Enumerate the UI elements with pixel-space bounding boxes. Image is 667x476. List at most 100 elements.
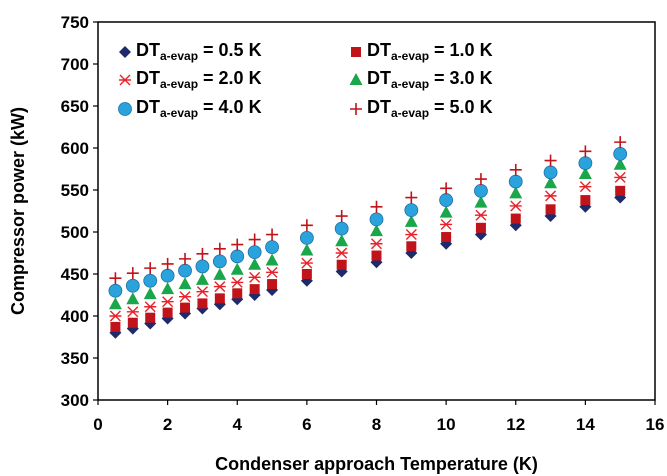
data-point: [143, 273, 158, 288]
x-tick-label: 14: [576, 415, 595, 434]
data-point: [370, 200, 383, 213]
legend-label-main: DT: [136, 40, 160, 60]
data-point: [545, 204, 556, 215]
legend-label-main: DT: [367, 40, 391, 60]
legend-label-main: DT: [136, 97, 160, 117]
data-point: [247, 245, 262, 260]
data-point: [212, 254, 227, 269]
legend-marker: [349, 73, 363, 85]
data-point: [544, 176, 558, 189]
series-6: [109, 136, 627, 285]
data-point: [371, 250, 382, 261]
series-4: [108, 157, 627, 310]
legend-marker: [119, 46, 131, 58]
legend-label: DTa-evap = 4.0 K: [136, 97, 262, 120]
data-point: [405, 229, 418, 241]
axes: [93, 21, 656, 405]
data-point: [231, 238, 244, 251]
data-point: [248, 233, 261, 246]
x-axis-title: Condenser approach Temperature (K): [215, 454, 538, 474]
data-point: [213, 281, 226, 293]
x-tick-label: 12: [506, 415, 525, 434]
data-point: [230, 249, 245, 264]
legend-label: DTa-evap = 1.0 K: [367, 40, 493, 63]
x-tick-label: 6: [302, 415, 311, 434]
legend-marker: [351, 47, 361, 57]
data-point: [161, 282, 175, 295]
data-point: [440, 182, 453, 195]
data-point: [160, 268, 175, 283]
data-point: [615, 185, 626, 196]
data-point: [214, 293, 225, 304]
data-point: [180, 302, 191, 313]
y-tick-label: 350: [61, 349, 89, 368]
legend-label-sub: a-evap: [160, 77, 198, 91]
data-point: [509, 163, 522, 176]
y-tick-label: 450: [61, 265, 89, 284]
data-point: [144, 301, 157, 313]
x-tick-label: 8: [372, 415, 381, 434]
data-point: [197, 298, 208, 309]
data-point: [110, 321, 121, 332]
data-point: [125, 278, 140, 293]
data-point: [144, 262, 157, 275]
data-point: [266, 228, 279, 241]
data-point: [614, 136, 627, 149]
legend-item: DTa-evap = 5.0 K: [350, 97, 493, 120]
data-point: [474, 183, 488, 198]
data-point: [300, 243, 314, 256]
data-point: [335, 210, 348, 223]
data-point: [213, 242, 226, 255]
data-point: [213, 267, 227, 280]
data-point: [474, 173, 487, 186]
data-point: [162, 307, 173, 318]
data-points: [108, 136, 628, 339]
data-point: [267, 279, 278, 290]
data-point: [543, 165, 558, 180]
legend-label-value: = 3.0 K: [429, 68, 493, 88]
data-point: [300, 257, 313, 269]
y-axis-title: Compressor power (kW): [8, 107, 28, 315]
y-tick-label: 700: [61, 55, 89, 74]
legend-label-value: = 4.0 K: [198, 97, 262, 117]
data-point: [578, 167, 592, 180]
data-point: [195, 259, 210, 274]
legend-label: DTa-evap = 2.0 K: [136, 68, 262, 91]
data-point: [248, 271, 261, 283]
data-point: [370, 238, 383, 250]
data-point: [300, 219, 313, 232]
legend-label-sub: a-evap: [391, 49, 429, 63]
legend-marker: [350, 103, 362, 115]
data-point: [178, 263, 192, 278]
legend-marker: [118, 102, 132, 116]
legend-label-sub: a-evap: [160, 49, 198, 63]
data-point: [509, 200, 522, 212]
x-tick-label: 10: [437, 415, 456, 434]
data-point: [369, 212, 384, 227]
data-point: [248, 257, 262, 270]
x-tick-label: 2: [163, 415, 172, 434]
data-point: [161, 257, 174, 270]
legend-label-sub: a-evap: [391, 77, 429, 91]
data-point: [510, 213, 521, 224]
legend-label-main: DT: [367, 68, 391, 88]
legend-item: DTa-evap = 4.0 K: [118, 97, 262, 120]
legend-label-value: = 0.5 K: [198, 40, 262, 60]
data-point: [299, 230, 314, 245]
data-point: [441, 232, 452, 243]
data-point: [179, 291, 192, 303]
legend-label-value: = 5.0 K: [429, 97, 493, 117]
legend-marker: [119, 74, 131, 86]
data-point: [580, 195, 591, 206]
data-point: [544, 154, 557, 167]
series-3: [109, 171, 627, 322]
data-point: [440, 218, 453, 230]
data-point: [126, 267, 139, 280]
data-point: [126, 306, 139, 318]
data-point: [579, 181, 592, 193]
data-point: [579, 145, 592, 158]
data-point: [406, 241, 417, 252]
data-point: [126, 292, 140, 305]
legend: DTa-evap = 0.5 K DTa-evap = 1.0 KDTa-evap…: [118, 40, 493, 120]
legend-label-sub: a-evap: [160, 106, 198, 120]
